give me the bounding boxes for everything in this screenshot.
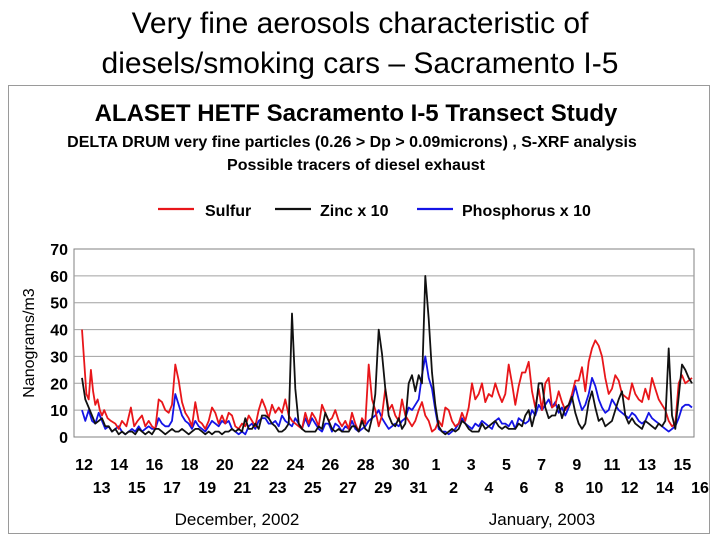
plot-area — [73, 248, 695, 438]
x-tick-label-lower: 10 — [586, 480, 604, 497]
x-tick-label-lower: 25 — [304, 480, 322, 497]
legend-label: Phosphorus x 10 — [462, 203, 591, 220]
series-lines — [81, 274, 693, 436]
x-tick-label-upper: 28 — [357, 457, 375, 474]
x-tick-label-upper: 9 — [572, 457, 581, 474]
series-line-sulfur — [81, 329, 693, 433]
slide-title: Very fine aerosols characteristic of die… — [0, 4, 720, 84]
slide-title-line1: Very fine aerosols characteristic of — [131, 7, 589, 40]
series-line-phosphorus-x-10 — [81, 355, 693, 436]
x-tick-label-lower: 17 — [163, 480, 181, 497]
x-tick-label-upper: 24 — [286, 457, 304, 474]
x-tick-label-upper: 22 — [251, 457, 269, 474]
x-tick-label-upper: 13 — [638, 457, 656, 474]
x-tick-label-upper: 16 — [146, 457, 164, 474]
y-tick-label: 10 — [50, 403, 68, 420]
legend-label: Sulfur — [205, 203, 251, 220]
y-tick-label: 20 — [50, 376, 68, 393]
y-tick-label: 60 — [50, 269, 68, 286]
x-tick-label-lower: 21 — [234, 480, 252, 497]
month-label-december: December, 2002 — [175, 510, 300, 529]
x-tick-label-upper: 18 — [181, 457, 199, 474]
x-tick-label-upper: 11 — [604, 457, 621, 474]
x-tick-label-lower: 13 — [93, 480, 111, 497]
x-tick-label-lower: 14 — [656, 480, 674, 497]
chart-subtitle-line1: DELTA DRUM very fine particles (0.26 > D… — [67, 134, 637, 151]
x-tick-label-lower: 31 — [410, 480, 428, 497]
x-tick-label-upper: 1 — [432, 457, 441, 474]
chart-title: ALASET HETF Sacramento I-5 Transect Stud… — [95, 100, 618, 127]
x-tick-label-upper: 30 — [392, 457, 410, 474]
y-tick-label: 0 — [59, 430, 68, 447]
x-tick-label-upper: 3 — [467, 457, 476, 474]
x-tick-label-lower: 16 — [691, 480, 709, 497]
x-tick-label-lower: 27 — [339, 480, 357, 497]
chart-subtitle-line2: Possible tracers of diesel exhaust — [227, 157, 486, 174]
y-tick-label: 40 — [50, 323, 68, 340]
slide-title-line2: diesels/smoking cars – Sacramento I-5 — [101, 47, 619, 80]
x-tick-label-lower: 23 — [269, 480, 287, 497]
x-tick-label-lower: 15 — [128, 480, 146, 497]
y-tick-labels: 0 10 20 30 40 50 60 70 — [50, 242, 68, 447]
x-tick-label-upper: 7 — [537, 457, 546, 474]
month-label-january: January, 2003 — [489, 510, 595, 529]
x-tick-label-lower: 4 — [484, 480, 493, 497]
x-tick-label-upper: 26 — [322, 457, 340, 474]
y-tick-label: 70 — [50, 242, 68, 259]
x-tick-label-upper: 14 — [110, 457, 128, 474]
x-tick-label-upper: 20 — [216, 457, 234, 474]
y-tick-label: 30 — [50, 349, 68, 366]
series-line-zinc-x-10 — [81, 274, 693, 436]
y-tick-label: 50 — [50, 296, 68, 313]
x-tick-label-lower: 29 — [374, 480, 392, 497]
x-tick-label-upper: 15 — [674, 457, 692, 474]
x-tick-label-upper: 12 — [75, 457, 93, 474]
x-tick-label-lower: 8 — [555, 480, 564, 497]
x-tick-label-upper: 5 — [502, 457, 511, 474]
y-axis-label: Nanograms/m3 — [21, 288, 38, 397]
x-tick-label-lower: 2 — [449, 480, 458, 497]
x-tick-label-lower: 6 — [520, 480, 529, 497]
legend: Sulfur Zinc x 10 Phosphorus x 10 — [158, 203, 591, 220]
legend-label: Zinc x 10 — [320, 203, 389, 220]
x-tick-label-lower: 12 — [621, 480, 639, 497]
x-tick-label-lower: 19 — [198, 480, 216, 497]
